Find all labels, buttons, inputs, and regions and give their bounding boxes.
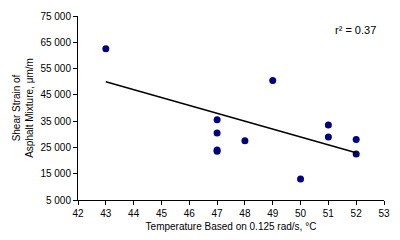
svg-text:50: 50 — [295, 208, 307, 219]
svg-text:43: 43 — [100, 208, 112, 219]
svg-text:52: 52 — [351, 208, 363, 219]
svg-text:65 000: 65 000 — [40, 37, 71, 48]
svg-text:55 000: 55 000 — [40, 63, 71, 74]
svg-text:51: 51 — [323, 208, 335, 219]
svg-text:75 000: 75 000 — [40, 11, 71, 22]
svg-text:53: 53 — [378, 208, 390, 219]
svg-text:15 000: 15 000 — [40, 168, 71, 179]
svg-text:5 000: 5 000 — [46, 195, 71, 206]
svg-text:47: 47 — [212, 208, 224, 219]
svg-text:44: 44 — [128, 208, 140, 219]
svg-text:49: 49 — [267, 208, 279, 219]
svg-text:45 000: 45 000 — [40, 89, 71, 100]
svg-text:35 000: 35 000 — [40, 116, 71, 127]
svg-text:46: 46 — [184, 208, 196, 219]
svg-text:48: 48 — [239, 208, 251, 219]
svg-text:42: 42 — [72, 208, 84, 219]
svg-text:Shear Strain ofAsphalt Mixture: Shear Strain ofAsphalt Mixture, μm/m — [11, 58, 35, 158]
svg-text:r² = 0.37: r² = 0.37 — [335, 24, 376, 36]
svg-text:25 000: 25 000 — [40, 142, 71, 153]
svg-text:45: 45 — [156, 208, 168, 219]
svg-text:Temperature Based on 0.125 rad: Temperature Based on 0.125 rad/s, °C — [146, 221, 317, 232]
